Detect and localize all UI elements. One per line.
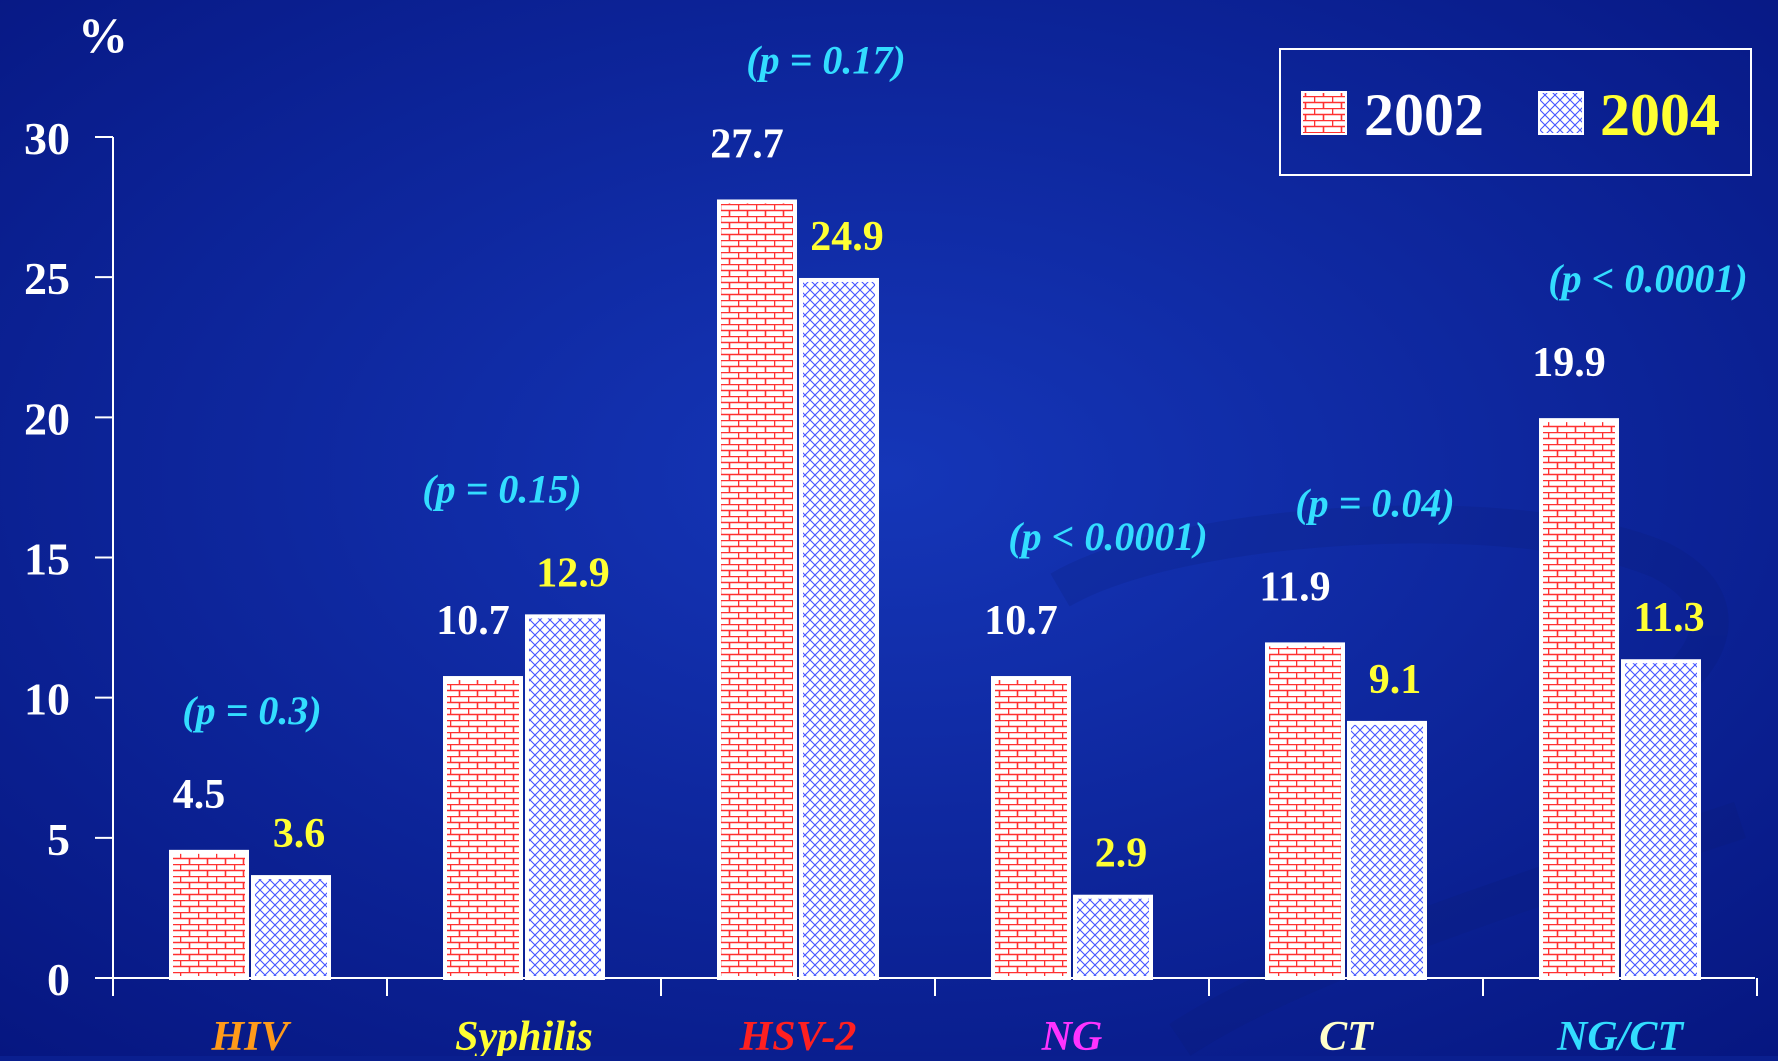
- value-label-ct-2002: 11.9: [1259, 564, 1330, 610]
- value-label-hsv-2-2002: 27.7: [710, 121, 784, 167]
- value-label-syphilis-2004: 12.9: [536, 550, 610, 596]
- value-label-ct-2004: 9.1: [1369, 657, 1422, 703]
- legend-swatch-2004: [1538, 91, 1584, 135]
- p-value-ct: (p = 0.04): [1295, 480, 1454, 525]
- value-labels: 4.5 3.6 (p = 0.3) 10.7 12.9 (p = 0.15) 27.7 24.…: [173, 37, 1748, 876]
- x-category-label-ng: NG: [1041, 1014, 1103, 1056]
- bar-syphilis-2004: [525, 614, 605, 980]
- y-tick-label-0: 0: [47, 954, 70, 1005]
- value-label-ng-2004: 2.9: [1095, 831, 1148, 877]
- bar-ng-2004: [1073, 894, 1153, 980]
- bar-syphilis-2002: [443, 676, 523, 980]
- legend-swatch-2002: [1301, 91, 1347, 135]
- y-tick-label-1: 5: [47, 814, 70, 865]
- x-category-label-ng-ct: NG/CT: [1556, 1014, 1685, 1056]
- y-axis-unit-label: %: [78, 7, 128, 63]
- bars: [169, 199, 1701, 981]
- legend-label-2004: 2004: [1600, 82, 1720, 148]
- y-tick-label-5: 25: [24, 253, 70, 304]
- value-label-hiv-2004: 3.6: [273, 811, 326, 857]
- y-tick-label-3: 15: [24, 534, 70, 585]
- p-value-ng-ct: (p < 0.0001): [1548, 256, 1747, 301]
- value-label-ng-ct-2002: 19.9: [1532, 340, 1606, 386]
- p-value-hiv: (p = 0.3): [182, 688, 321, 733]
- x-category-label-hiv: HIV: [210, 1014, 291, 1056]
- bar-ng-ct-2002: [1539, 418, 1619, 980]
- y-tick-label-4: 20: [24, 393, 70, 444]
- bar-hsv-2-2004: [799, 277, 879, 981]
- value-label-hsv-2-2004: 24.9: [810, 214, 884, 260]
- x-category-label-hsv-2: HSV-2: [739, 1014, 857, 1056]
- axes: 0 5 10 15 20 25 30 HIV Syphilis HSV-2 NG CT NG/CT: [24, 113, 1758, 1060]
- legend: 2002 2004: [1279, 48, 1752, 176]
- value-label-hiv-2002: 4.5: [173, 772, 226, 818]
- bar-hiv-2002: [169, 849, 249, 980]
- legend-box: [1279, 48, 1752, 176]
- bar-ct-2004: [1347, 720, 1427, 980]
- x-category-label-syphilis: Syphilis: [455, 1014, 593, 1056]
- bar-ct-2002: [1265, 642, 1345, 980]
- value-label-syphilis-2002: 10.7: [436, 598, 510, 644]
- x-category-label-ct: CT: [1319, 1014, 1375, 1056]
- value-label-ng-ct-2004: 11.3: [1633, 595, 1704, 641]
- p-value-ng: (p < 0.0001): [1008, 514, 1207, 559]
- p-value-hsv-2: (p = 0.17): [746, 37, 905, 82]
- bar-hiv-2004: [251, 875, 331, 981]
- bar-ng-ct-2004: [1621, 659, 1701, 980]
- bar-ng-2002: [991, 676, 1071, 980]
- legend-label-2002: 2002: [1364, 82, 1484, 148]
- bar-hsv-2-2002: [717, 199, 797, 980]
- value-label-ng-2002: 10.7: [984, 598, 1058, 644]
- p-value-syphilis: (p = 0.15): [422, 466, 581, 511]
- y-tick-label-2: 10: [24, 674, 70, 725]
- y-tick-label-6: 30: [24, 113, 70, 164]
